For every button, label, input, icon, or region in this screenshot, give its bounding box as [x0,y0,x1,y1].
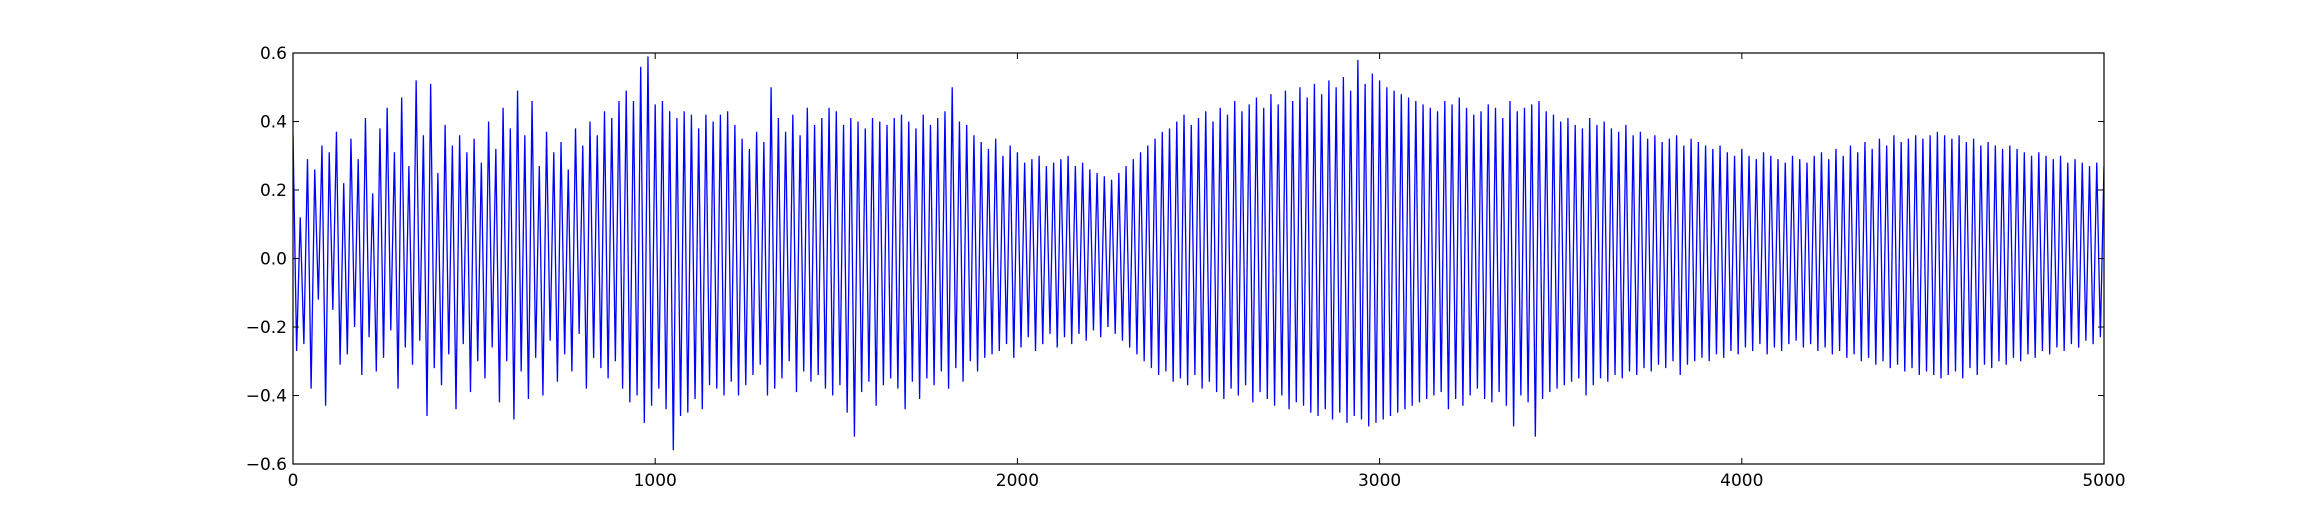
y-tick-label: 0.0 [260,250,287,270]
y-tick-label: −0.2 [246,318,287,338]
x-tick-label: 1000 [634,471,677,491]
y-tick-label: 0.2 [260,181,287,201]
x-tick-label: 3000 [1358,471,1401,491]
x-axis: 0 1000 2000 3000 4000 5000 [288,53,2126,491]
x-tick-label: 0 [288,471,299,491]
plot-area: 0 1000 2000 3000 4000 5000 −0.6 −0.4 −0.2 0.0 0.2… [246,44,2126,491]
x-tick-label: 5000 [2082,471,2125,491]
y-tick-label: 0.4 [260,113,287,133]
y-axis: −0.6 −0.4 −0.2 0.0 0.2 0.4 0.6 [246,44,2104,475]
x-tick-label: 4000 [1720,471,1763,491]
y-tick-label: −0.4 [246,387,287,407]
x-tick-label: 2000 [996,471,1039,491]
y-tick-label: −0.6 [246,455,287,475]
series-line-0 [293,56,2104,451]
series-group [293,56,2104,451]
plot-frame [292,52,2105,465]
y-tick-label: 0.6 [260,44,287,64]
